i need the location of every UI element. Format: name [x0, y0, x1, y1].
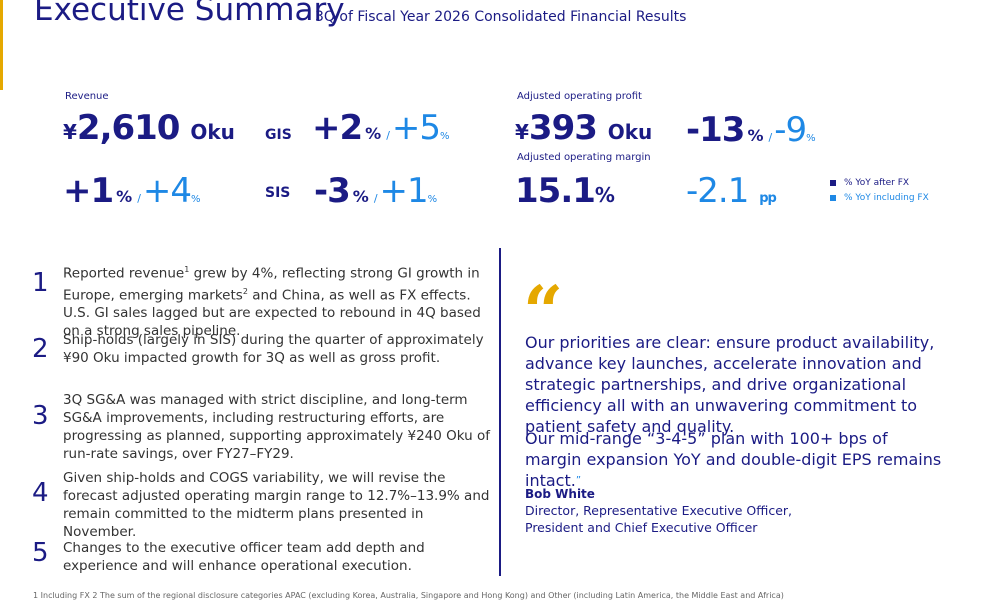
separator: /: [137, 192, 141, 205]
quote-text: Our mid-range “3-4-5” plan with 100+ bps…: [525, 429, 942, 490]
quote-text: Our priorities are clear: ensure product…: [525, 333, 935, 436]
footnote: 1 Including FX: [33, 591, 90, 600]
unit: %: [594, 183, 615, 207]
metric-value: ¥393 Oku: [515, 108, 652, 148]
legend-label: % YoY after FX: [844, 178, 910, 188]
percent: %: [806, 133, 815, 144]
change-after-fx: +1: [63, 171, 114, 211]
metric-value: ¥2,610 Oku: [63, 108, 235, 148]
title: Executive Summary: [34, 0, 345, 28]
text-part: Given ship-holds and COGS variability, w…: [63, 470, 490, 540]
unit: Oku: [190, 120, 235, 144]
quote-mark: “: [523, 270, 564, 353]
author-role: President and Chief Executive Officer: [525, 520, 758, 535]
quote-mark: ”: [575, 475, 582, 486]
item-text: Changes to the executive officer team ad…: [63, 539, 493, 575]
separator: /: [373, 192, 378, 205]
legend-label: % YoY including FX: [844, 193, 929, 203]
percent: %: [440, 131, 449, 142]
divider: [499, 248, 501, 576]
change-including-fx: +1: [379, 171, 429, 211]
legend: % YoY after FX % YoY including FX: [830, 178, 929, 208]
text-part: Changes to the executive officer team ad…: [63, 540, 425, 574]
change: +2% /+5%: [312, 108, 449, 148]
percent: %: [116, 187, 132, 206]
text-part: 3Q SG&A was managed with strict discipli…: [63, 392, 491, 462]
metric-label: Adjusted operating margin: [517, 152, 651, 163]
percent: %: [427, 194, 437, 205]
item-number: 4: [32, 478, 49, 508]
legend-swatch: [830, 195, 836, 201]
separator: /: [386, 129, 390, 142]
metric-value: 15.1%: [515, 171, 615, 211]
text-part: grew by 4%, reflecting strong GI growth …: [63, 265, 480, 304]
percent: %: [747, 126, 763, 145]
text-part: Reported revenue: [63, 265, 185, 282]
text-part: 2: [242, 286, 248, 296]
text-part: 1: [184, 265, 190, 274]
change-after-fx: -13: [686, 110, 745, 150]
segment-label: SIS: [265, 185, 291, 201]
amount: 393: [528, 108, 598, 148]
accent-bar: [0, 0, 3, 90]
author: Bob White: [525, 487, 595, 501]
item-text: Given ship-holds and COGS variability, w…: [63, 469, 493, 541]
item-text: 3Q SG&A was managed with strict discipli…: [63, 391, 493, 463]
percent: %: [191, 194, 200, 205]
segment-label: GIS: [265, 127, 292, 143]
change-unit: pp: [759, 191, 777, 206]
item-number: 3: [32, 401, 49, 431]
change-value: -2.1: [686, 171, 749, 211]
change-including-fx: +4: [142, 171, 192, 211]
legend-swatch: [830, 180, 836, 186]
item-text: Ship-holds (largely in SIS) during the q…: [63, 331, 493, 367]
change: -3% /+1%: [314, 171, 437, 211]
metric-label: Revenue: [65, 91, 109, 102]
percent: %: [365, 124, 381, 143]
author-role: Director, Representative Executive Offic…: [525, 503, 793, 518]
currency: ¥: [63, 120, 77, 144]
item-text: Reported revenue1 grew by 4%, reflecting…: [63, 261, 493, 340]
change-after-fx: -3: [314, 171, 351, 211]
quote-text: Our mid-range “3-4-5” plan with 100+ bps…: [525, 428, 945, 491]
unit: Oku: [607, 120, 653, 144]
item-number: 1: [32, 268, 49, 298]
currency: ¥: [515, 120, 529, 144]
legend-item: % YoY including FX: [830, 193, 929, 203]
percent: %: [352, 187, 369, 206]
text-part: and China, as well as FX effects. U.S. G…: [63, 287, 481, 339]
amount: 2,610: [76, 108, 181, 148]
item-number: 5: [32, 538, 49, 568]
item-number: 2: [32, 334, 49, 364]
change: -2.1 pp: [686, 171, 777, 211]
change-including-fx: -9: [774, 110, 807, 150]
change-including-fx: +5: [391, 108, 441, 148]
footnote: 2 The sum of the regional disclosure cat…: [92, 591, 784, 600]
change: -13% /-9%: [686, 110, 816, 150]
change-after-fx: +2: [312, 108, 363, 148]
separator: /: [768, 131, 772, 144]
text-part: Ship-holds (largely in SIS) during the q…: [63, 332, 484, 366]
amount: 15.1: [515, 171, 596, 211]
footnotes: 1 Including FX 2 The sum of the regional…: [33, 591, 784, 600]
legend-item: % YoY after FX: [830, 178, 929, 188]
subtitle: 3Q of Fiscal Year 2026 Consolidated Fina…: [315, 9, 687, 25]
change: +1% /+4%: [63, 171, 200, 211]
metric-label: Adjusted operating profit: [517, 91, 642, 102]
